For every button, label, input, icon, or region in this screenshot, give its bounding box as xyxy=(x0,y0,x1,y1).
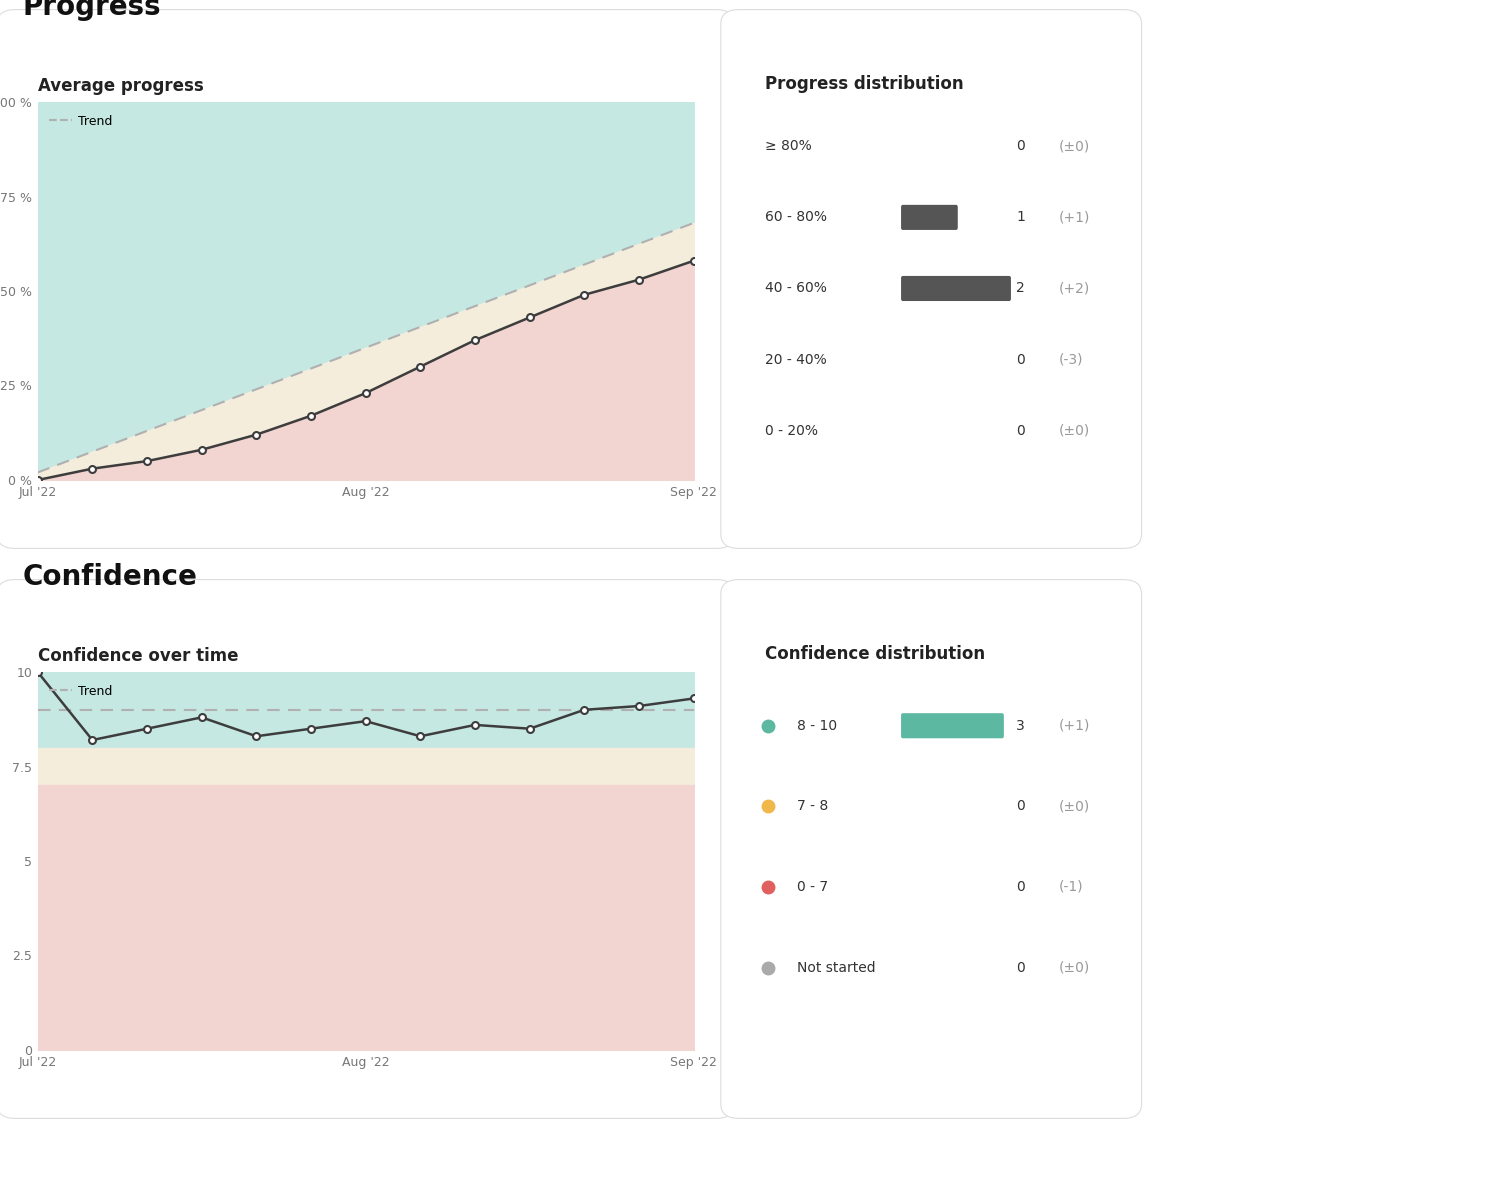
FancyBboxPatch shape xyxy=(902,277,1010,300)
Text: 2: 2 xyxy=(1016,282,1025,295)
Text: 40 - 60%: 40 - 60% xyxy=(765,282,826,295)
Text: Confidence distribution: Confidence distribution xyxy=(765,646,985,664)
Text: Progress: Progress xyxy=(23,0,161,20)
Text: 20 - 40%: 20 - 40% xyxy=(765,353,826,366)
Text: 0: 0 xyxy=(1016,424,1025,438)
Text: 7 - 8: 7 - 8 xyxy=(796,799,828,814)
Text: 3: 3 xyxy=(1016,719,1025,733)
Legend: Trend: Trend xyxy=(44,679,118,702)
Text: Confidence over time: Confidence over time xyxy=(38,647,238,665)
Legend: Trend: Trend xyxy=(44,109,118,132)
Text: (+1): (+1) xyxy=(1059,719,1090,733)
Text: 8 - 10: 8 - 10 xyxy=(796,719,837,733)
Text: 0 - 7: 0 - 7 xyxy=(796,880,828,894)
FancyBboxPatch shape xyxy=(902,205,958,229)
Text: Progress distribution: Progress distribution xyxy=(765,76,964,94)
Text: 0: 0 xyxy=(1016,139,1025,154)
Text: (-1): (-1) xyxy=(1059,880,1083,894)
Text: 0: 0 xyxy=(1016,353,1025,366)
Text: Average progress: Average progress xyxy=(38,77,204,95)
Text: (±0): (±0) xyxy=(1059,424,1090,438)
Text: 0: 0 xyxy=(1016,799,1025,814)
Text: 1: 1 xyxy=(1016,210,1025,224)
FancyBboxPatch shape xyxy=(902,714,1003,738)
Text: Not started: Not started xyxy=(796,960,875,974)
Text: 0: 0 xyxy=(1016,960,1025,974)
Text: (±0): (±0) xyxy=(1059,799,1090,814)
Text: (+2): (+2) xyxy=(1059,282,1090,295)
Text: (±0): (±0) xyxy=(1059,960,1090,974)
Text: 0: 0 xyxy=(1016,880,1025,894)
Text: Confidence: Confidence xyxy=(23,563,198,592)
Text: 0 - 20%: 0 - 20% xyxy=(765,424,817,438)
Text: (-3): (-3) xyxy=(1059,353,1083,366)
Text: (+1): (+1) xyxy=(1059,210,1090,224)
Text: 60 - 80%: 60 - 80% xyxy=(765,210,826,224)
Text: ≥ 80%: ≥ 80% xyxy=(765,139,811,154)
Text: (±0): (±0) xyxy=(1059,139,1090,154)
